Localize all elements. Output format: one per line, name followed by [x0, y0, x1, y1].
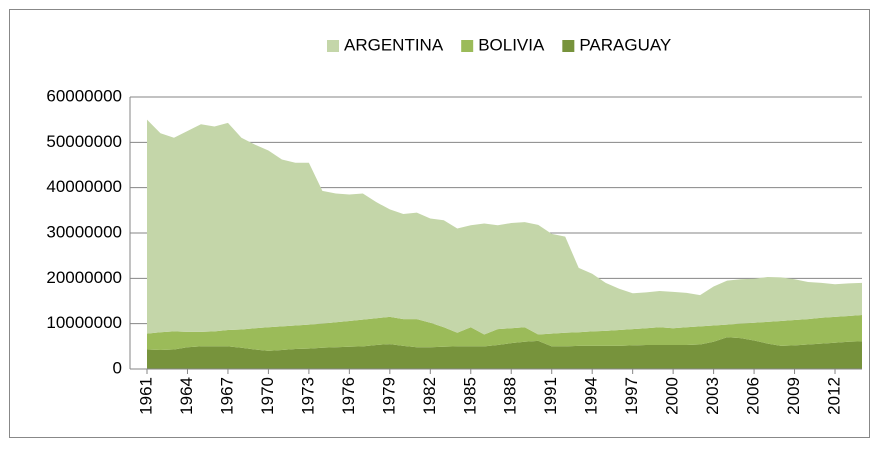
area	[147, 337, 862, 369]
x-tick-label: 2000	[663, 377, 682, 415]
x-tick-label: 1973	[298, 377, 317, 415]
y-tick-label: 30000000	[46, 222, 122, 241]
y-tick-label: 50000000	[46, 132, 122, 151]
y-tick-label: 10000000	[46, 313, 122, 332]
legend-label: BOLIVIA	[478, 35, 545, 54]
x-tick-label: 1991	[541, 377, 560, 415]
y-tick-label: 0	[113, 358, 122, 377]
x-tick-label: 1961	[136, 377, 155, 415]
x-tick-label: 1982	[420, 377, 439, 415]
legend-label: ARGENTINA	[344, 35, 444, 54]
x-tick-label: 1997	[622, 377, 641, 415]
legend-swatch	[327, 40, 339, 52]
legend-swatch	[562, 40, 575, 52]
x-tick-label: 2009	[784, 377, 803, 415]
x-tick-label: 1967	[217, 377, 236, 415]
x-tick-label: 1985	[460, 377, 479, 415]
legend-label: PARAGUAY	[579, 35, 671, 54]
x-tick-label: 1976	[339, 377, 358, 415]
y-tick-label: 20000000	[46, 268, 122, 287]
x-tick-label: 2012	[825, 377, 844, 415]
x-tick-label: 1970	[258, 377, 277, 415]
x-tick-label: 2006	[744, 377, 763, 415]
x-tick-label: 1964	[177, 377, 196, 415]
y-tick-label: 40000000	[46, 177, 122, 196]
area	[147, 119, 862, 335]
area	[147, 315, 862, 351]
x-tick-label: 1994	[582, 377, 601, 415]
x-tick-label: 1988	[501, 377, 520, 415]
y-tick-label: 60000000	[46, 86, 122, 105]
x-tick-label: 2003	[703, 377, 722, 415]
legend-swatch	[461, 40, 474, 52]
x-tick-label: 1979	[379, 377, 398, 415]
